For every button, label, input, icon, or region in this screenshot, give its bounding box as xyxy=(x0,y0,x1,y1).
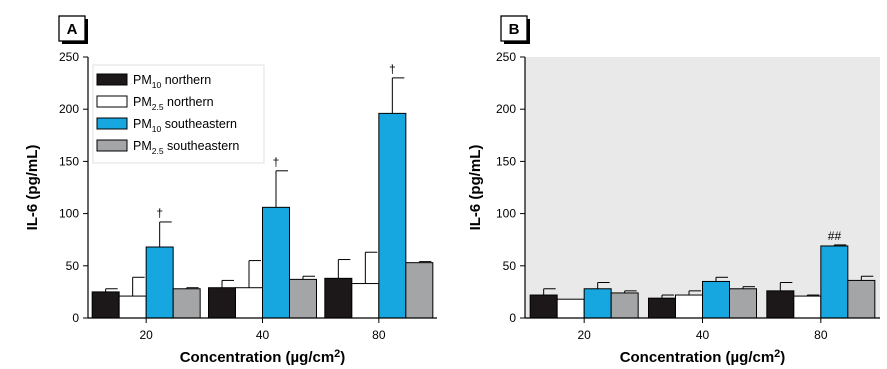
significance-marker: † xyxy=(389,62,396,76)
bar xyxy=(208,287,236,319)
y-tick-label: 0 xyxy=(509,311,516,325)
legend-label: PM10 northern xyxy=(133,73,211,90)
bar xyxy=(529,294,558,319)
bar xyxy=(675,294,703,319)
legend-label: PM2.5 northern xyxy=(133,95,214,112)
bar xyxy=(793,295,822,319)
bar xyxy=(378,112,407,319)
y-tick-label: 200 xyxy=(59,102,79,116)
significance-marker: † xyxy=(156,206,163,220)
x-tick-label: 80 xyxy=(814,328,828,342)
legend-entry: PM10 northern xyxy=(96,73,211,90)
panel-b: B 0 50 100 150 200 250 IL-6 (pg/mL) 20 40 80 ## Conc… xyxy=(467,15,880,366)
legend: PM10 northern PM2.5 northern PM10 southeas… xyxy=(92,64,265,164)
legend-swatch xyxy=(96,95,128,108)
bar xyxy=(729,288,757,319)
y-tick-label: 150 xyxy=(496,154,516,168)
panel-label: B xyxy=(509,21,520,38)
legend-swatch xyxy=(96,139,128,152)
x-tick-label: 20 xyxy=(577,328,591,342)
bar xyxy=(820,245,849,319)
x-tick-label: 20 xyxy=(139,328,153,342)
y-tick-label: 250 xyxy=(59,50,79,64)
legend-entry: PM10 southeastern xyxy=(96,117,237,134)
bar xyxy=(351,283,380,319)
bar xyxy=(556,298,585,319)
bar xyxy=(289,278,317,319)
legend-label: PM10 southeastern xyxy=(133,117,237,134)
y-tick-label: 0 xyxy=(72,311,79,325)
y-tick-label: 100 xyxy=(59,207,79,221)
bar xyxy=(847,279,876,319)
panel-label: A xyxy=(67,21,78,38)
bar xyxy=(235,287,263,319)
bar xyxy=(172,288,201,319)
y-tick-label: 50 xyxy=(503,259,517,273)
y-tick-label: 50 xyxy=(66,259,80,273)
bar xyxy=(648,297,676,319)
x-axis-title: Concentration (µg/cm2) xyxy=(620,348,786,366)
panel-a: A 0 50 100 150 200 250 IL-6 (pg/mL) 20 40 80 † † † Con… xyxy=(24,15,437,366)
y-tick-label: 100 xyxy=(496,207,516,221)
panel-label-box xyxy=(58,15,86,42)
y-axis-title: IL-6 (pg/mL) xyxy=(24,145,41,231)
significance-marker: † xyxy=(273,155,280,169)
y-tick-label: 250 xyxy=(496,50,516,64)
bar xyxy=(324,277,353,319)
x-axis-title: Concentration (µg/cm2) xyxy=(180,348,346,366)
significance-marker: ## xyxy=(828,229,842,243)
bar xyxy=(91,291,120,319)
bar xyxy=(405,262,434,319)
bar xyxy=(766,290,795,319)
y-tick-label: 150 xyxy=(59,154,79,168)
panel-label-box xyxy=(500,15,528,42)
bar xyxy=(583,288,612,319)
x-tick-label: 80 xyxy=(372,328,386,342)
legend-swatch xyxy=(96,117,128,130)
y-axis-title: IL-6 (pg/mL) xyxy=(467,145,484,231)
bar xyxy=(262,206,290,319)
legend-entry: PM2.5 northern xyxy=(96,95,214,112)
x-tick-label: 40 xyxy=(696,328,710,342)
legend-label: PM2.5 southeastern xyxy=(133,139,239,156)
bar xyxy=(702,280,730,319)
legend-entry: PM2.5 southeastern xyxy=(96,139,239,156)
y-tick-label: 200 xyxy=(496,102,516,116)
bar xyxy=(145,246,174,319)
x-tick-label: 40 xyxy=(256,328,270,342)
bar xyxy=(610,292,639,319)
bar xyxy=(118,295,147,319)
legend-swatch xyxy=(96,73,128,86)
